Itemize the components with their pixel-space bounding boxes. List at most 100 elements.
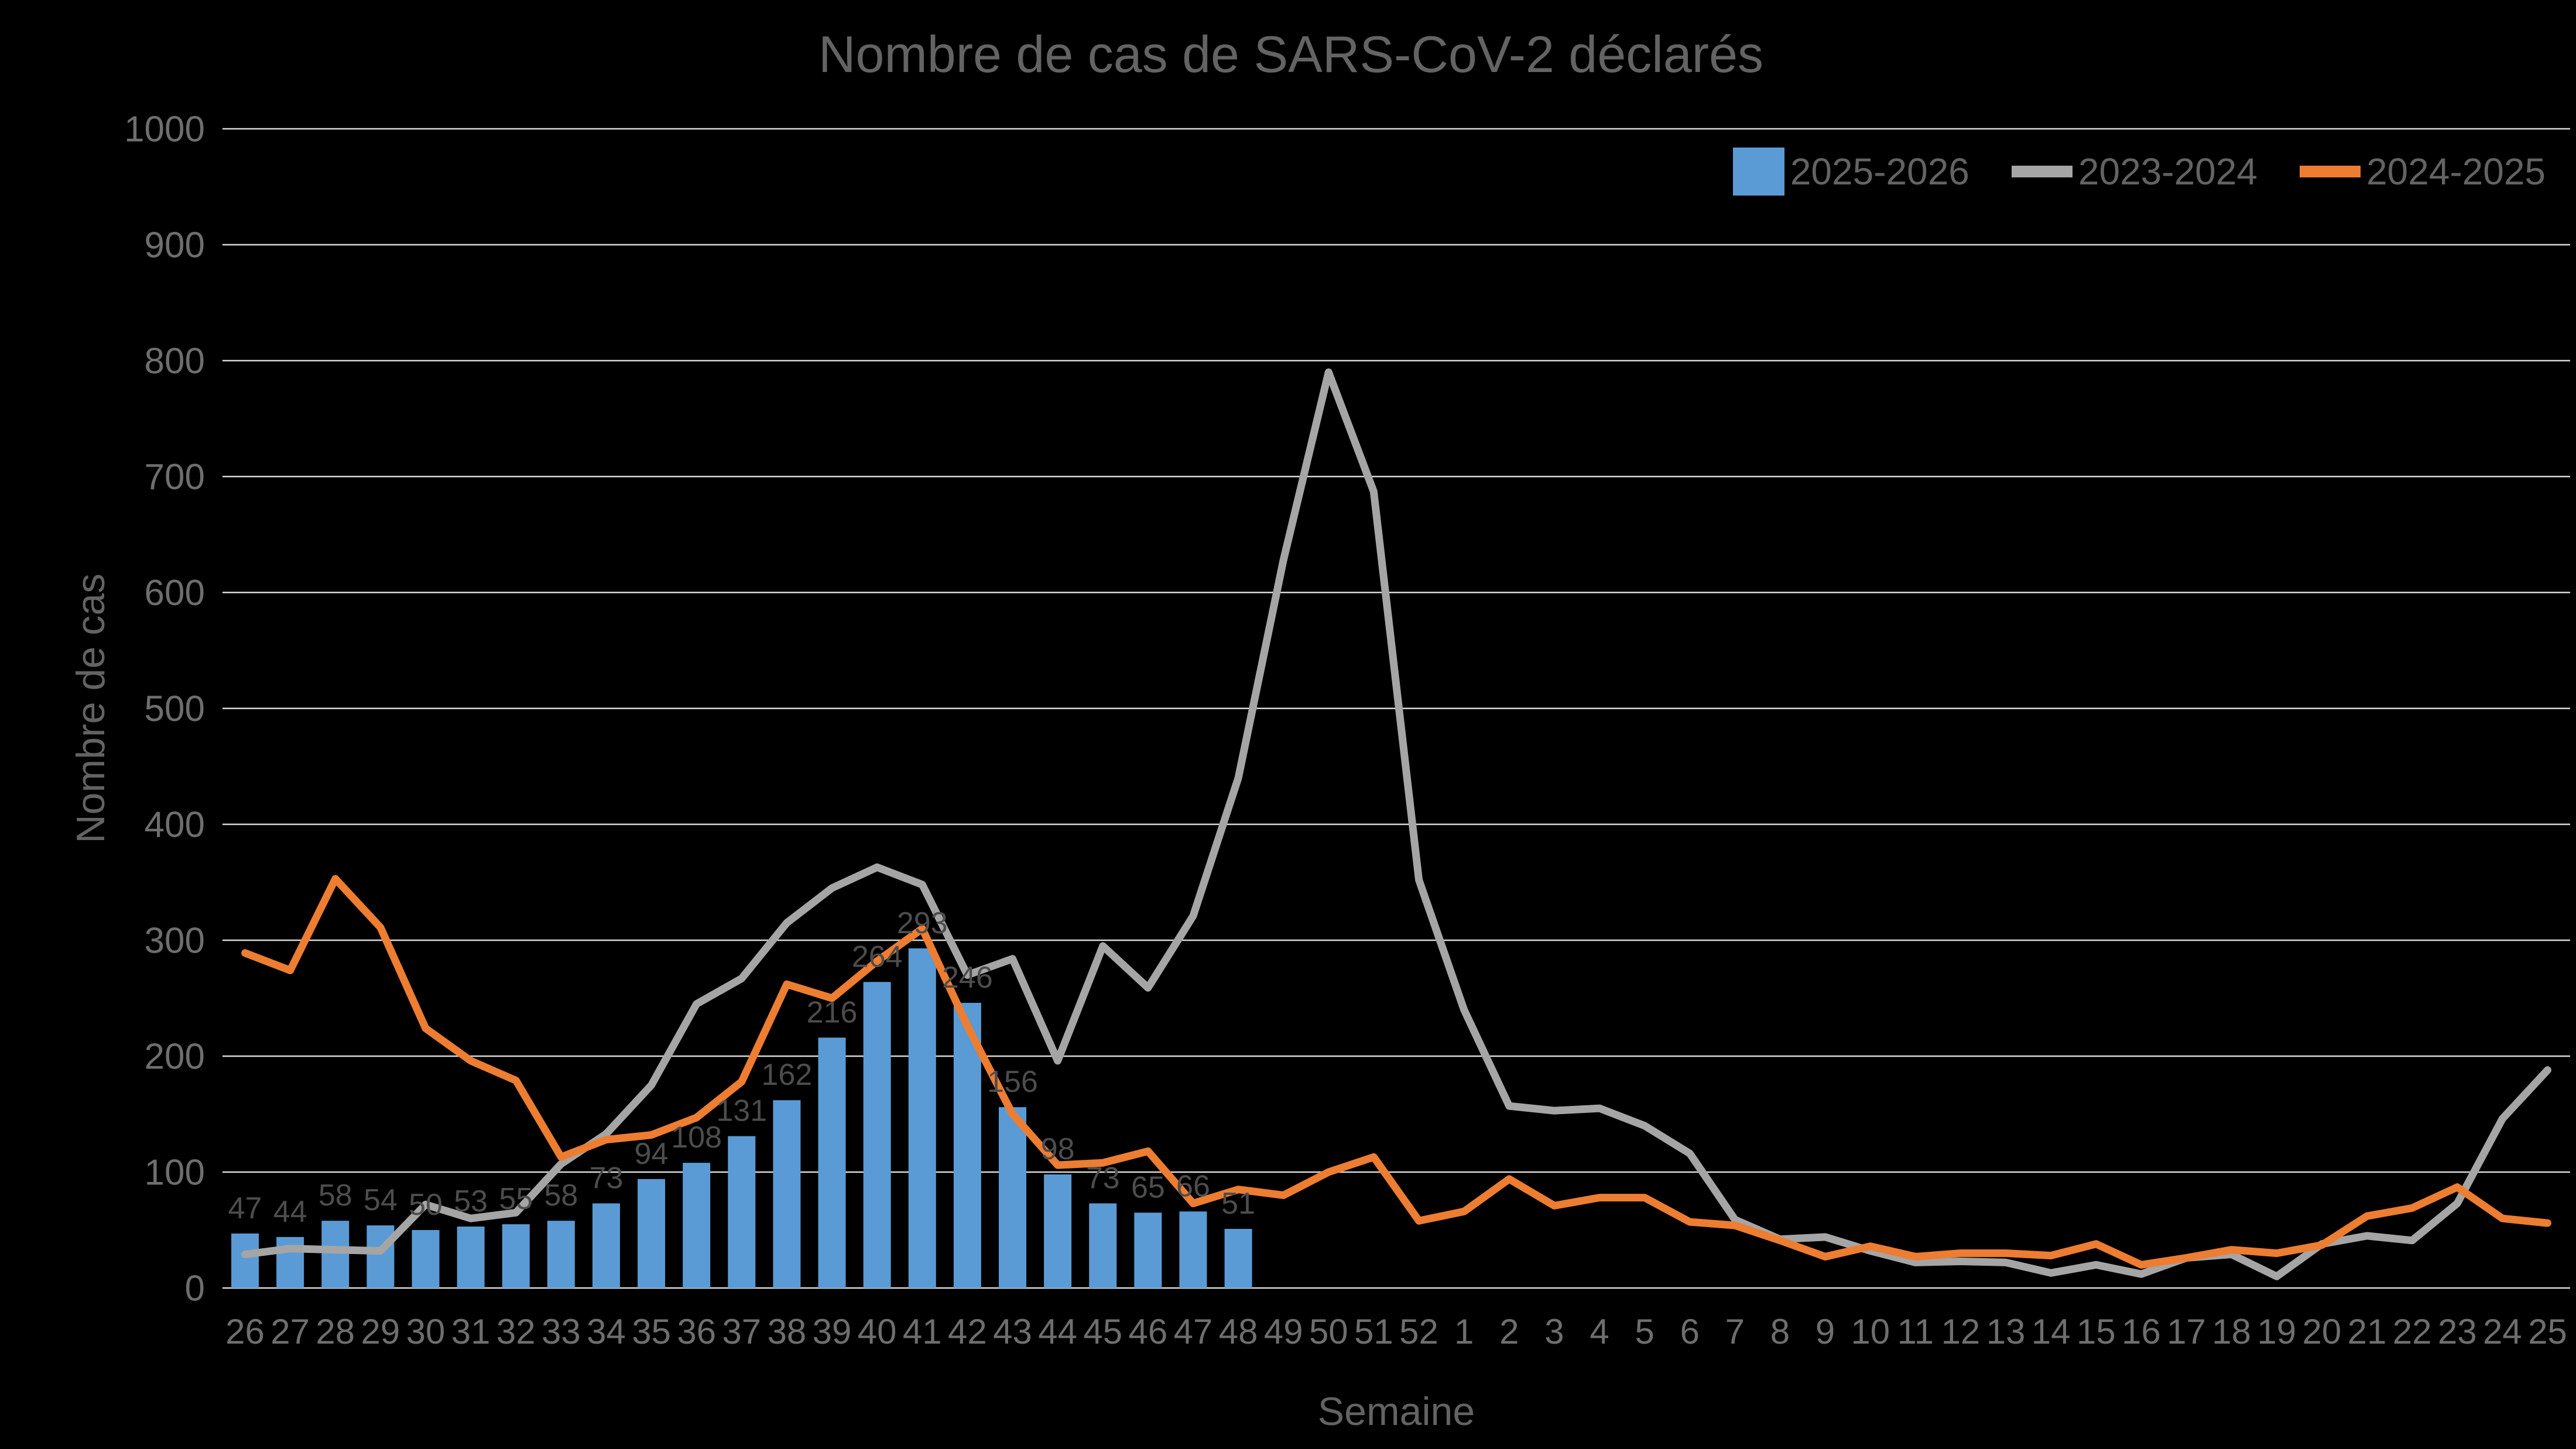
bar-week-28 — [321, 1221, 350, 1288]
x-tick-label-week-48: 48 — [1219, 1312, 1258, 1351]
x-tick-label-week-35: 35 — [632, 1312, 671, 1351]
x-tick-label-week-6: 6 — [1680, 1312, 1700, 1351]
x-tick-label-week-38: 38 — [768, 1312, 807, 1351]
legend-label-2023-2024: 2023-2024 — [2078, 150, 2258, 193]
x-tick-label-week-16: 16 — [2122, 1312, 2161, 1351]
data-label-week-30: 50 — [409, 1188, 443, 1222]
data-label-week-47: 66 — [1176, 1169, 1210, 1203]
x-tick-label-week-41: 41 — [903, 1312, 942, 1351]
x-tick-label-week-18: 18 — [2212, 1312, 2251, 1351]
bar-week-36 — [683, 1163, 711, 1288]
data-label-week-40: 264 — [852, 940, 903, 974]
x-tick-label-week-49: 49 — [1264, 1312, 1303, 1351]
x-tick-label-week-51: 51 — [1354, 1312, 1393, 1351]
x-tick-label-week-17: 17 — [2167, 1312, 2206, 1351]
bar-week-39 — [818, 1037, 846, 1288]
legend-label-2025-2026: 2025-2026 — [1790, 150, 1969, 193]
data-label-week-32: 55 — [499, 1182, 533, 1216]
y-tick-labels: 0 100 200 300 400 500 600 700 800 900 1000 — [124, 109, 205, 1309]
x-tick-label-week-40: 40 — [858, 1312, 897, 1351]
x-tick-label-week-14: 14 — [2032, 1312, 2071, 1351]
bar-week-38 — [773, 1100, 801, 1288]
bar-week-41 — [908, 948, 936, 1288]
data-label-week-41: 293 — [897, 906, 948, 940]
gray-line-swatch-icon — [2011, 166, 2073, 177]
bar-week-31 — [457, 1227, 485, 1288]
data-label-week-48: 51 — [1221, 1187, 1255, 1221]
bar-week-37 — [728, 1136, 756, 1288]
data-label-week-34: 73 — [590, 1161, 624, 1195]
y-tick-label-500: 500 — [145, 689, 205, 729]
data-label-week-46: 65 — [1131, 1170, 1165, 1204]
y-tick-label-400: 400 — [145, 805, 205, 845]
x-tick-label-week-39: 39 — [813, 1312, 852, 1351]
bar-week-29 — [366, 1225, 395, 1288]
x-tick-label-week-28: 28 — [316, 1312, 355, 1351]
x-tick-label-week-13: 13 — [1986, 1312, 2026, 1351]
x-tick-label-week-27: 27 — [270, 1312, 310, 1351]
y-tick-label-600: 600 — [145, 573, 205, 614]
y-tick-label-300: 300 — [145, 921, 205, 961]
x-tick-label-week-46: 46 — [1128, 1312, 1167, 1351]
gridlines — [222, 128, 2570, 1289]
legend-item-2023-2024: 2023-2024 — [2011, 150, 2258, 193]
data-label-week-33: 58 — [544, 1179, 578, 1212]
y-tick-label-900: 900 — [145, 225, 205, 266]
x-tick-label-week-7: 7 — [1725, 1312, 1745, 1351]
x-tick-label-week-4: 4 — [1590, 1312, 1609, 1351]
data-label-week-39: 216 — [807, 995, 858, 1029]
data-label-week-26: 47 — [228, 1191, 262, 1225]
data-label-week-37: 131 — [716, 1094, 767, 1128]
x-tick-label-week-25: 25 — [2528, 1312, 2567, 1351]
bar-week-43 — [999, 1107, 1027, 1288]
data-label-week-27: 44 — [273, 1195, 307, 1229]
data-label-week-36: 108 — [671, 1121, 722, 1155]
x-tick-label-week-24: 24 — [2483, 1312, 2522, 1351]
data-label-week-42: 246 — [942, 961, 993, 995]
x-tick-label-week-42: 42 — [948, 1312, 987, 1351]
y-axis-title: Nombre de cas — [68, 573, 113, 844]
bar-week-46 — [1134, 1212, 1162, 1288]
x-tick-label-week-33: 33 — [542, 1312, 581, 1351]
x-tick-label-week-43: 43 — [993, 1312, 1032, 1351]
x-tick-label-week-52: 52 — [1399, 1312, 1438, 1351]
x-axis-title: Semaine — [1317, 1389, 1475, 1434]
bar-week-32 — [502, 1224, 530, 1288]
data-label-week-31: 53 — [454, 1184, 488, 1218]
legend-item-2025-2026: 2025-2026 — [1732, 148, 1969, 196]
bar-series-2025-2026 — [231, 948, 1252, 1288]
legend: 2025-2026 2023-2024 2024-2025 — [1732, 148, 2546, 196]
bar-week-45 — [1089, 1203, 1117, 1288]
line-series-2023-2024 — [241, 368, 2551, 1280]
data-label-week-29: 54 — [364, 1183, 398, 1217]
x-tick-label-week-3: 3 — [1544, 1312, 1564, 1351]
bar-week-26 — [231, 1233, 259, 1288]
data-label-week-28: 58 — [318, 1179, 352, 1212]
y-tick-label-700: 700 — [145, 457, 205, 498]
data-label-week-35: 94 — [635, 1137, 669, 1171]
x-tick-label-week-5: 5 — [1635, 1312, 1654, 1351]
line-series-2024-2025 — [241, 875, 2551, 1269]
orange-line-swatch-icon — [2299, 166, 2361, 177]
x-tick-label-week-9: 9 — [1815, 1312, 1835, 1351]
x-tick-label-week-31: 31 — [451, 1312, 491, 1351]
x-tick-label-week-2: 2 — [1499, 1312, 1519, 1351]
y-tick-label-1000: 1000 — [124, 109, 205, 150]
legend-item-2024-2025: 2024-2025 — [2299, 150, 2546, 193]
bar-week-33 — [547, 1221, 575, 1288]
data-label-week-38: 162 — [762, 1058, 813, 1092]
bar-week-44 — [1044, 1174, 1072, 1288]
x-tick-label-week-50: 50 — [1309, 1312, 1348, 1351]
x-tick-label-week-15: 15 — [2077, 1312, 2116, 1351]
x-tick-labels: 26 27 28 29 30 31 32 33 34 35 36 37 38 39 40 41 42 43 44 45… — [225, 1312, 2567, 1351]
x-tick-label-week-12: 12 — [1941, 1312, 1981, 1351]
x-tick-label-week-47: 47 — [1174, 1312, 1213, 1351]
x-tick-label-week-36: 36 — [677, 1312, 716, 1351]
x-tick-label-week-20: 20 — [2302, 1312, 2341, 1351]
data-label-week-45: 73 — [1086, 1161, 1120, 1195]
bar-week-27 — [276, 1236, 304, 1288]
x-tick-label-week-22: 22 — [2393, 1312, 2432, 1351]
